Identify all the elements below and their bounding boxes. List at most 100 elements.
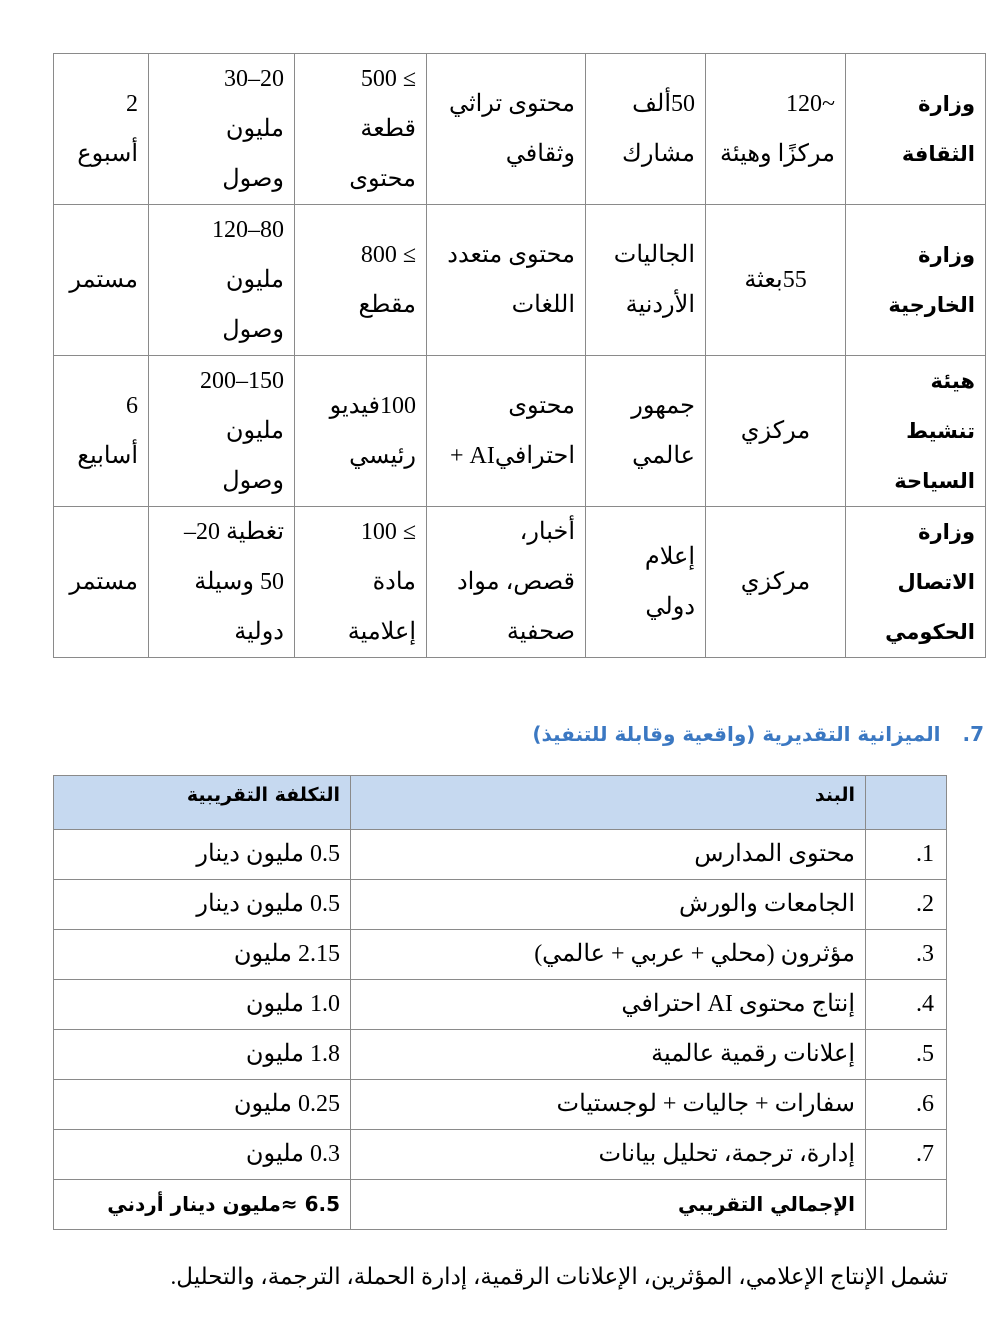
cell-audience: 50ألف مشارك	[585, 53, 706, 205]
cell-audience: الجاليات الأردنية	[585, 204, 706, 356]
cell-entity: وزارة الخارجية	[845, 204, 986, 356]
row-item: محتوى المدارس	[350, 829, 866, 880]
cell-line: تغطية 20–	[183, 519, 284, 545]
cell-line: وزارة	[918, 243, 975, 267]
cell-line: محتوى متعدد	[447, 242, 575, 268]
cell-line: أسبوع	[77, 141, 138, 167]
header-number	[865, 775, 947, 830]
cell-line: 50 وسيلة	[194, 569, 284, 595]
budget-row: 7. إدارة، ترجمة، تحليل بيانات 0.3 مليون	[53, 1129, 947, 1180]
cell-content: محتوى احترافيAI +	[426, 355, 586, 507]
cell-scope: مركزي	[705, 506, 846, 658]
cell-line: أسابيع	[77, 443, 138, 469]
cell-line: مليون	[225, 267, 284, 293]
row-cost: 0.5 مليون دينار	[53, 829, 351, 880]
budget-row: 1. محتوى المدارس 0.5 مليون دينار	[53, 829, 947, 880]
row-cost: 2.15 مليون	[53, 929, 351, 980]
cell-reach: 80–120 مليون وصول	[148, 204, 295, 356]
cell-line: الجاليات	[613, 242, 695, 268]
cell-line: دولية	[234, 619, 284, 645]
cell-line: مركزي	[740, 569, 811, 595]
cell-line: السياحة	[894, 469, 975, 493]
row-item: سفارات + جاليات + لوجستيات	[350, 1079, 866, 1130]
cell-line: عالمي	[632, 443, 695, 469]
cell-volume: ≥ 500 قطعة محتوى	[294, 53, 427, 205]
cell-line: الخارجية	[888, 293, 975, 317]
cell-line: احترافيAI +	[449, 443, 575, 469]
cell-line: 100فيديو	[329, 393, 416, 419]
entity-row: وزارة الثقافة ~120 مركزًا وهيئة 50ألف مشارك مح…	[53, 53, 986, 205]
cell-line: مستمر	[69, 267, 138, 293]
budget-total-row: الإجمالي التقريبي 6.5 ≈مليون دينار أردني	[53, 1179, 947, 1230]
row-item: مؤثرون (محلي + عربي + عالمي)	[350, 929, 866, 980]
cell-line: مركزي	[740, 418, 811, 444]
cell-volume: ≥ 800 مقطع	[294, 204, 427, 356]
cell-line: الثقافة	[901, 142, 975, 166]
section-heading: 7. الميزانية التقديرية (واقعية وقابلة للت…	[532, 722, 984, 746]
cell-line: وصول	[222, 468, 284, 494]
cell-line: وصول	[222, 166, 284, 192]
cell-line: دولي	[645, 594, 695, 620]
cell-volume: ≥ 100 مادة إعلامية	[294, 506, 427, 658]
cell-line: ≥ 500	[360, 66, 416, 92]
header-item: البند	[350, 775, 866, 830]
total-number	[865, 1179, 947, 1230]
cell-line: 50ألف	[632, 91, 695, 117]
row-number: 6.	[865, 1079, 947, 1130]
cell-line: اللغات	[511, 292, 575, 318]
row-cost: 1.8 مليون	[53, 1029, 351, 1080]
cell-line: 80–120	[212, 217, 284, 243]
row-number: 3.	[865, 929, 947, 980]
total-label: الإجمالي التقريبي	[350, 1179, 866, 1230]
budget-row: 3. مؤثرون (محلي + عربي + عالمي) 2.15 مليون	[53, 929, 947, 980]
cell-line: ~120	[786, 91, 835, 117]
budget-row: 5. إعلانات رقمية عالمية 1.8 مليون	[53, 1029, 947, 1080]
cell-line: محتوى	[508, 393, 575, 419]
cell-line: مستمر	[69, 569, 138, 595]
cell-reach: تغطية 20– 50 وسيلة دولية	[148, 506, 295, 658]
cell-line: الأردنية	[625, 292, 695, 318]
cell-line: وزارة	[918, 92, 975, 116]
cell-line: الاتصال	[897, 570, 975, 594]
cell-reach: 150–200 مليون وصول	[148, 355, 295, 507]
budget-table: البند التكلفة التقريبية 1. محتوى المدارس 0…	[53, 775, 947, 1230]
cell-line: قصص، مواد	[456, 569, 575, 595]
cell-line: 2	[126, 91, 138, 117]
row-number: 5.	[865, 1029, 947, 1080]
entity-row: هيئة تنشيط السياحة مركزي جمهور عالمي محتوى احت…	[53, 355, 986, 507]
cell-line: محتوى	[349, 166, 416, 192]
cell-line: وزارة	[918, 520, 975, 544]
cell-content: محتوى متعدد اللغات	[426, 204, 586, 356]
cell-line: الحكومي	[885, 620, 975, 644]
cell-line: مليون	[225, 116, 284, 142]
section-title: الميزانية التقديرية (واقعية وقابلة للتنف…	[532, 722, 941, 746]
cell-scope: مركزي	[705, 355, 846, 507]
entity-row: وزارة الخارجية 55بعثة الجاليات الأردنية محتوى…	[53, 204, 986, 356]
cell-line: 150–200	[200, 368, 284, 394]
row-cost: 1.0 مليون	[53, 979, 351, 1030]
cell-line: 6	[126, 393, 138, 419]
cell-entity: وزارة الثقافة	[845, 53, 986, 205]
cell-line: مادة	[372, 569, 416, 595]
cell-line: محتوى تراثي	[448, 91, 575, 117]
row-number: 4.	[865, 979, 947, 1030]
row-item: إعلانات رقمية عالمية	[350, 1029, 866, 1080]
cell-line: 55بعثة	[744, 267, 807, 293]
cell-line: هيئة تنشيط	[906, 369, 975, 443]
cell-line: مشارك	[622, 141, 695, 167]
cell-duration: 6 أسابيع	[53, 355, 149, 507]
cell-line: ≥ 100	[360, 519, 416, 545]
cell-line: ≥ 800	[360, 242, 416, 268]
budget-header-row: البند التكلفة التقريبية	[53, 775, 947, 830]
cell-line: مركزًا وهيئة	[719, 141, 835, 167]
cell-entity: وزارة الاتصال الحكومي	[845, 506, 986, 658]
cell-duration: مستمر	[53, 506, 149, 658]
cell-line: وثقافي	[505, 141, 575, 167]
cell-line: جمهور	[631, 393, 695, 419]
cell-line: وصول	[222, 317, 284, 343]
total-value: 6.5 ≈مليون دينار أردني	[53, 1179, 351, 1230]
budget-note: تشمل الإنتاج الإعلامي، المؤثرين، الإعلان…	[170, 1264, 948, 1289]
cell-audience: إعلام دولي	[585, 506, 706, 658]
cell-line: أخبار،	[519, 519, 575, 545]
cell-line: مليون	[225, 418, 284, 444]
